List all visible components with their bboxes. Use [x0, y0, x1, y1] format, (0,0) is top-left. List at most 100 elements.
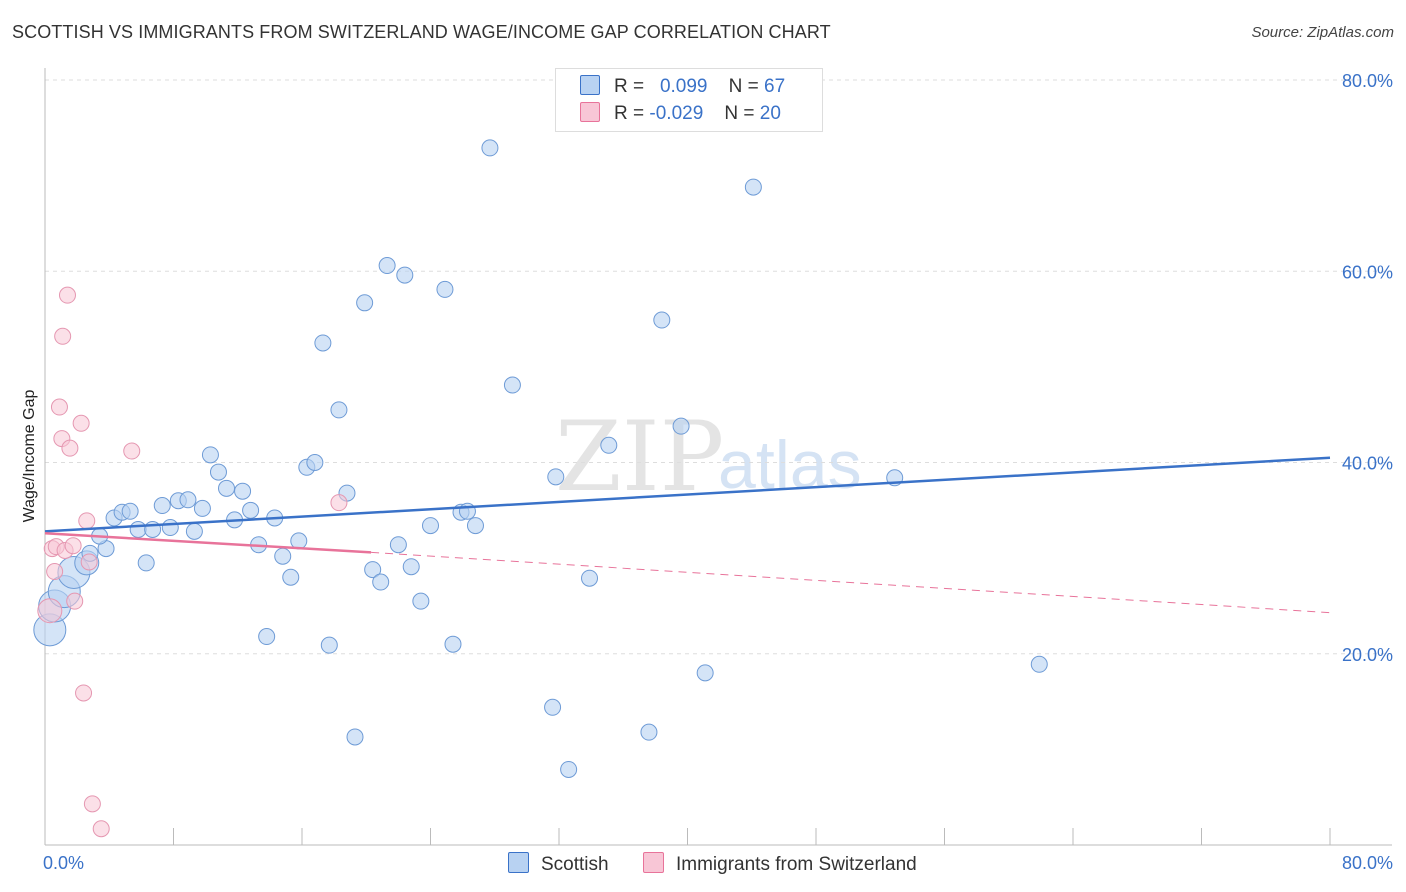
swiss-point: [66, 592, 84, 610]
swiss-point: [64, 537, 82, 555]
scottish-point: [185, 522, 203, 540]
scottish-trend-line: [44, 456, 1331, 533]
swiss-swatch-icon: [580, 102, 600, 122]
scottish-point: [209, 463, 227, 481]
scottish-point: [274, 547, 292, 565]
scottish-point: [161, 519, 179, 537]
scottish-point: [422, 517, 439, 535]
scottish-point: [503, 376, 521, 394]
scottish-point: [389, 536, 407, 554]
watermark: ZIP atlas: [555, 401, 862, 513]
stats-legend: R = 0.099 N = 67 R = -0.029 N = 20: [555, 68, 823, 132]
legend-item-scottish[interactable]: Scottish: [508, 852, 609, 876]
scottish-point: [481, 139, 499, 157]
scottish-point: [402, 558, 420, 576]
scottish-point: [436, 280, 454, 298]
source-label: Source: ZipAtlas.com: [1251, 24, 1394, 41]
x-tick-label-max: 80.0%: [1342, 853, 1393, 873]
swiss-point: [72, 414, 90, 432]
scottish-point: [314, 334, 332, 352]
scottish-point: [218, 479, 236, 497]
scottish-point: [372, 573, 390, 591]
scottish-point: [320, 636, 338, 654]
scottish-point: [412, 592, 430, 610]
data-points: [33, 139, 1048, 838]
swiss-point: [61, 439, 79, 457]
swiss-point: [92, 820, 110, 838]
scottish-point: [242, 501, 260, 519]
scottish-point: [193, 499, 211, 517]
scottish-point: [282, 568, 300, 586]
legend-row-swiss: R = -0.029 N = 20: [580, 102, 781, 124]
scottish-point: [234, 482, 252, 500]
scottish-legend-swatch-icon: [508, 852, 529, 873]
scottish-point: [378, 257, 396, 275]
r-label: R =: [614, 103, 645, 124]
swiss-r-value: -0.029: [649, 103, 704, 124]
swiss-point: [75, 684, 93, 702]
tick-labels: 20.0% 40.0% 60.0% 80.0% 0.0% 80.0%: [43, 71, 1393, 873]
swiss-point: [46, 563, 64, 581]
scottish-point: [121, 502, 139, 520]
scottish-r-value: 0.099: [659, 76, 708, 97]
y-tick-label: 60.0%: [1342, 262, 1393, 282]
scottish-point: [153, 497, 171, 515]
n-label: N =: [724, 103, 755, 124]
swiss-legend-swatch-icon: [643, 852, 664, 873]
r-label: R =: [614, 76, 645, 97]
scottish-point: [364, 561, 382, 579]
y-tick-label: 80.0%: [1342, 71, 1393, 91]
scottish-point: [544, 698, 562, 716]
swiss-point: [54, 327, 72, 345]
swiss-point: [37, 598, 63, 624]
scottish-swatch-icon: [580, 75, 600, 95]
scottish-point: [1030, 655, 1048, 673]
scottish-point: [640, 723, 658, 741]
gridlines: [45, 79, 1392, 655]
swiss-point: [50, 398, 68, 416]
scottish-point: [560, 760, 578, 778]
scottish-point: [137, 554, 155, 572]
swiss-point: [83, 795, 101, 813]
axes: [44, 68, 1392, 846]
scottish-point: [744, 178, 762, 196]
swiss-point: [330, 494, 348, 512]
legend-label-swiss: Immigrants from Switzerland: [676, 854, 917, 875]
scottish-point: [653, 311, 671, 329]
scottish-point: [356, 294, 374, 312]
scottish-point: [672, 417, 690, 435]
scottish-point: [396, 266, 414, 284]
legend-label-scottish: Scottish: [541, 854, 609, 875]
swiss-point: [123, 442, 141, 460]
scottish-point: [581, 569, 599, 587]
swiss-point: [78, 512, 96, 530]
swiss-trend-line: [44, 532, 372, 554]
scottish-point: [466, 517, 484, 535]
scottish-point: [444, 635, 462, 653]
scottish-point: [346, 728, 364, 746]
trend-lines: [44, 456, 1331, 614]
x-tick-label-min: 0.0%: [43, 853, 84, 873]
scottish-point: [179, 491, 197, 509]
scottish-point: [600, 436, 618, 454]
scottish-point: [306, 454, 324, 471]
scottish-point: [547, 468, 565, 486]
scottish-point: [330, 401, 348, 419]
y-axis-label: Wage/Income Gap: [21, 390, 38, 523]
scottish-point: [201, 446, 219, 464]
swiss-point: [58, 286, 76, 304]
legend-item-swiss[interactable]: Immigrants from Switzerland: [643, 852, 917, 876]
scottish-point: [290, 532, 308, 550]
swiss-n-value: 20: [759, 103, 781, 124]
scottish-point: [258, 628, 276, 646]
y-tick-label: 20.0%: [1342, 645, 1393, 665]
chart-title: SCOTTISH VS IMMIGRANTS FROM SWITZERLAND …: [12, 22, 831, 42]
swiss-point: [80, 553, 98, 571]
swiss-trend-line-extension: [371, 551, 1331, 614]
n-label: N =: [728, 76, 759, 97]
y-tick-label: 40.0%: [1342, 454, 1393, 474]
scottish-n-value: 67: [764, 76, 786, 97]
legend-row-scottish: R = 0.099 N = 67: [580, 75, 785, 97]
scottish-point: [129, 520, 147, 538]
